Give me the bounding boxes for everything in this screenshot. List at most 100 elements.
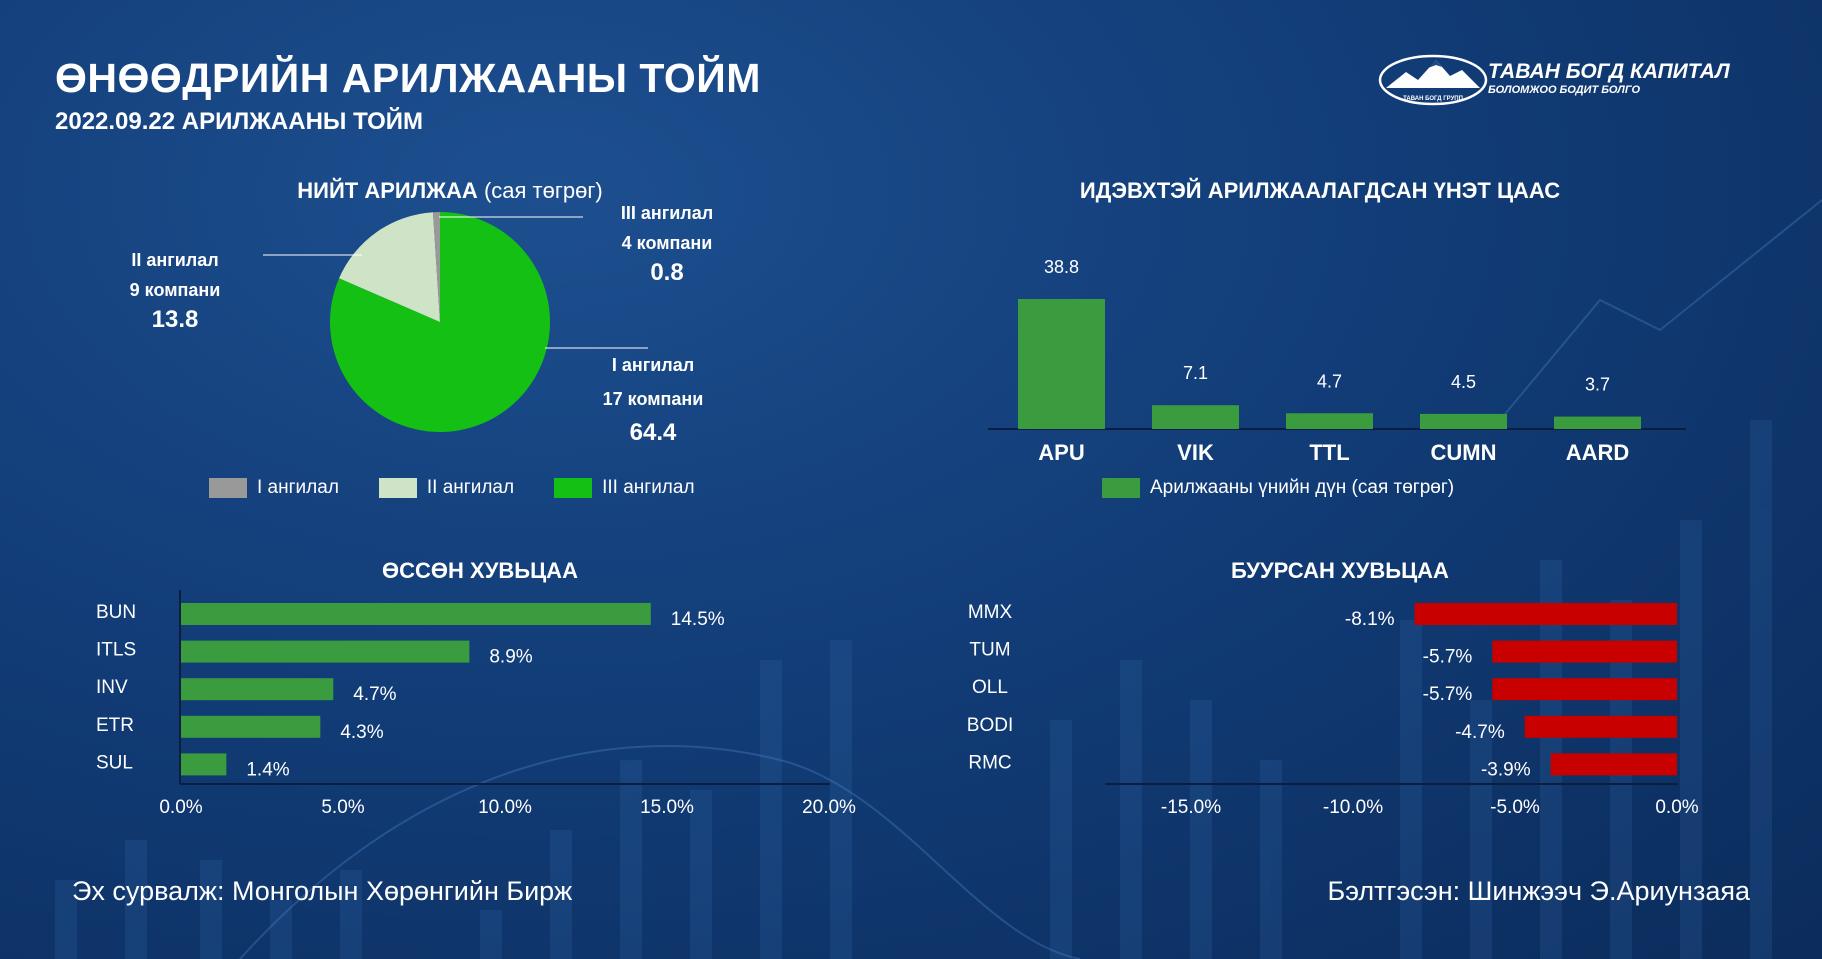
gainers-value-itls: 8.9% <box>489 647 532 668</box>
losers-category-tum: TUM <box>969 640 1010 661</box>
active-category-aard: AARD <box>1566 440 1630 465</box>
pie-label-class3-value: 0.8 <box>650 259 684 286</box>
gainers-tick: 5.0% <box>321 797 364 818</box>
company-logo: ТАВАН БОГД ГРУПП ТАВАН БОГД КАПИТАЛ БОЛО… <box>1378 54 1730 106</box>
active-legend-swatch <box>1102 478 1140 498</box>
pie-label-class3-name: III ангилал <box>620 203 714 223</box>
gainers-tick: 15.0% <box>640 797 694 818</box>
logo-name: ТАВАН БОГД КАПИТАЛ <box>1488 60 1730 83</box>
losers-bar-rmc <box>1550 753 1677 776</box>
losers-value-bodi: -4.7% <box>1455 722 1505 743</box>
legend-swatch-gray <box>209 478 247 498</box>
pie-legend: I ангилал II ангилал III ангилал <box>209 477 695 499</box>
legend-swatch-green <box>554 478 593 498</box>
losers-bar-tum <box>1492 640 1677 663</box>
active-bar-chart: 38.8 APU 7.1 VIK 4.7 TTL 4.5 CUMN 3.7 AARD <box>988 257 1686 465</box>
pie-label-class2: II ангилал 9 компани 13.8 <box>95 245 255 335</box>
pie-legend-item-1: I ангилал <box>209 477 339 499</box>
losers-category-bodi: BODI <box>967 715 1013 736</box>
pie-title-unit: (сая төгрөг) <box>483 178 603 203</box>
pie-label-class3: III ангилал 4 компани 0.8 <box>587 198 747 288</box>
losers-value-tum: -5.7% <box>1423 647 1473 668</box>
losers-tick: -15.0% <box>1161 797 1221 818</box>
footer-author: Бэлтгэсэн: Шинжээч Э.Ариунзаяа <box>1327 876 1750 906</box>
gainers-bar-itls <box>181 640 470 663</box>
pie-slice-class3 <box>433 212 440 322</box>
pie-label-class1: I ангилал 17 компани 64.4 <box>573 348 733 450</box>
active-bar-vik <box>1152 405 1239 429</box>
pie-legend-label-1: I ангилал <box>257 477 339 498</box>
losers-bar-chart: MMX -8.1% TUM -5.7% OLL -5.7% BODI -4.7% RMC -3.9… <box>967 602 1699 818</box>
pie-title-main: НИЙТ АРИЛЖАА <box>297 178 478 203</box>
active-value-cumn: 4.5 <box>1451 372 1476 392</box>
active-bar-cumn <box>1420 413 1507 429</box>
gainers-title: ӨССӨН ХУВЬЦАА <box>382 558 578 583</box>
gainers-bar-sul <box>181 753 227 776</box>
losers-tick: -5.0% <box>1490 797 1540 818</box>
gainers-category-bun: BUN <box>96 602 136 623</box>
losers-category-oll: OLL <box>972 677 1008 698</box>
legend-swatch-light <box>378 478 417 498</box>
pie-legend-item-2: II ангилал <box>378 477 515 499</box>
pie-label-class3-count: 4 компани <box>621 233 713 253</box>
active-value-ttl: 4.7 <box>1317 371 1342 391</box>
gainers-tick: 10.0% <box>478 797 532 818</box>
gainers-bar-chart: BUN 14.5% ITLS 8.9% INV 4.7% ETR 4.3% SUL 1.4% 0.0… <box>96 590 856 818</box>
gainers-bar-etr <box>181 715 321 738</box>
gainers-category-inv: INV <box>96 677 128 698</box>
logo-small-text: ТАВАН БОГД ГРУПП <box>1403 96 1463 102</box>
pie-legend-label-2: II ангилал <box>426 477 515 498</box>
active-bar-ttl <box>1286 413 1373 429</box>
pie-legend-item-3: III ангилал <box>554 477 695 499</box>
active-value-apu: 38.8 <box>1044 257 1079 277</box>
active-value-vik: 7.1 <box>1183 363 1208 383</box>
pie-label-class2-count: 9 компани <box>129 280 221 300</box>
losers-tick: -10.0% <box>1323 797 1383 818</box>
page-subtitle: 2022.09.22 АРИЛЖААНЫ ТОЙМ <box>55 108 424 135</box>
losers-bar-oll <box>1492 678 1677 701</box>
active-category-vik: VIK <box>1177 440 1214 465</box>
active-value-aard: 3.7 <box>1585 375 1610 395</box>
active-bar-apu <box>1018 299 1105 429</box>
gainers-bar-inv <box>181 678 334 701</box>
pie-label-class1-value: 64.4 <box>629 419 677 446</box>
active-legend-label: Арилжааны үнийн дүн (сая төгрөг) <box>1150 477 1455 498</box>
active-category-cumn: CUMN <box>1431 440 1497 465</box>
pie-label-class1-count: 17 компани <box>602 389 704 409</box>
active-category-ttl: TTL <box>1309 440 1349 465</box>
gainers-category-etr: ETR <box>96 715 134 736</box>
gainers-category-itls: ITLS <box>96 640 136 661</box>
mountain-icon <box>1386 60 1480 88</box>
losers-tick: 0.0% <box>1655 797 1698 818</box>
losers-value-rmc: -3.9% <box>1481 759 1531 780</box>
pie-label-class2-value: 13.8 <box>151 306 199 333</box>
logo-slogan: БОЛОМЖОО БОДИТ БОЛГО <box>1488 84 1640 96</box>
losers-category-rmc: RMC <box>968 752 1011 773</box>
losers-bar-mmx <box>1414 603 1677 625</box>
gainers-value-etr: 4.3% <box>340 722 383 743</box>
footer-source: Эх сурвалж: Монголын Хөрөнгийн Бирж <box>72 876 573 906</box>
logo-ellipse <box>1378 54 1488 106</box>
pie-legend-label-3: III ангилал <box>602 477 695 498</box>
gainers-bar-bun <box>181 603 651 625</box>
active-category-apu: APU <box>1038 440 1084 465</box>
losers-value-mmx: -8.1% <box>1345 609 1395 630</box>
losers-category-mmx: MMX <box>968 602 1013 623</box>
active-legend: Арилжааны үнийн дүн (сая төгрөг) <box>1102 477 1454 499</box>
losers-bar-bodi <box>1524 715 1677 738</box>
pie-chart-title: НИЙТ АРИЛЖАА (сая төгрөг) <box>240 178 660 204</box>
gainers-value-inv: 4.7% <box>353 684 396 705</box>
gainers-tick: 20.0% <box>802 797 856 818</box>
gainers-value-sul: 1.4% <box>246 759 289 780</box>
active-bar-aard <box>1554 416 1641 429</box>
active-chart-title: ИДЭВХТЭЙ АРИЛЖААЛАГДСАН ҮНЭТ ЦААС <box>1079 178 1561 203</box>
gainers-tick: 0.0% <box>159 797 202 818</box>
pie-label-class1-name: I ангилал <box>611 355 695 375</box>
losers-value-oll: -5.7% <box>1423 684 1473 705</box>
gainers-value-bun: 14.5% <box>671 609 725 630</box>
gainers-category-sul: SUL <box>96 752 133 773</box>
pie-label-class2-name: II ангилал <box>131 250 219 270</box>
pie-slice-class2 <box>339 212 440 322</box>
page-title: ӨНӨӨДРИЙН АРИЛЖААНЫ ТОЙМ <box>55 55 761 101</box>
losers-title: БУУРСАН ХУВЬЦАА <box>1231 558 1449 583</box>
